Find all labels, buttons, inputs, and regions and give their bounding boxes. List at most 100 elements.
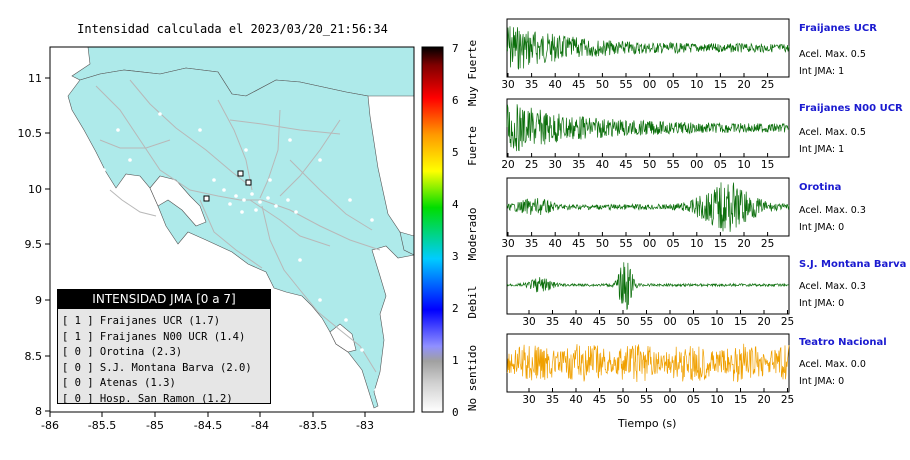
waveform-tick-label: 50 [643, 159, 656, 171]
waveform-tick-label: 40 [569, 316, 582, 328]
lon-tick: -83 [356, 419, 374, 432]
colorbar-tick: 6 [452, 94, 459, 107]
town-markers [102, 112, 378, 392]
waveform-tick-label: 05 [687, 394, 700, 406]
waveform-tick-label: 10 [737, 159, 750, 171]
waveform-trace [506, 343, 790, 383]
waveform-tick-label: 20 [757, 316, 770, 328]
waveform-tick-label: 00 [643, 238, 656, 250]
waveform-tick-label: 50 [596, 79, 609, 91]
road-network [95, 79, 381, 373]
waveform-tick-label: 25 [761, 238, 774, 250]
station-name: S.J. Montana Barva [799, 259, 907, 270]
waveform-tick-label: 35 [546, 394, 559, 406]
station-acel: Acel. Max. 0.5 [799, 49, 866, 60]
time-axis-label: Tiempo (s) [618, 417, 677, 430]
waveform-tick-label: 55 [640, 394, 653, 406]
station-int: Int JMA: 1 [799, 144, 845, 155]
colorbar-tick: 1 [452, 354, 459, 367]
station-int: Int JMA: 0 [799, 376, 845, 387]
lon-tick: -84.5 [194, 419, 222, 432]
waveform-tick-label: 35 [525, 79, 538, 91]
waveform-tick-label: 35 [525, 238, 538, 250]
waveform-trace [506, 262, 790, 310]
legend-item: [ 1 ] Fraijanes N00 UCR (1.4) [62, 330, 246, 343]
waveform-tick-label: 30 [501, 238, 514, 250]
waveform-trace [506, 26, 790, 70]
land-panama [399, 231, 414, 256]
waveform-tick-label: 05 [714, 159, 727, 171]
station-name: Teatro Nacional [799, 337, 887, 348]
legend-item: [ 0 ] Hosp. San Ramon (1.2) [62, 392, 233, 405]
waveform-trace [506, 182, 790, 232]
station-name: Orotina [799, 182, 842, 193]
waveform-tick-label: 10 [690, 79, 703, 91]
golfo-dulce [329, 323, 357, 353]
station-name: Fraijanes N00 UCR [799, 103, 903, 114]
map-axis-ticks [45, 77, 366, 417]
colorbar-tick: 4 [452, 198, 459, 211]
legend-item: [ 0 ] Orotina (2.3) [62, 346, 183, 358]
station-int: Int JMA: 0 [799, 222, 845, 233]
colorbar-tick: 5 [452, 146, 459, 159]
waveform-tick-label: 00 [643, 79, 656, 91]
waveform-tick-label: 30 [549, 159, 562, 171]
waveform-tick-label: 20 [737, 238, 750, 250]
colorbar-tick: 3 [452, 250, 459, 263]
lat-tick: 10 [28, 183, 42, 196]
waveform-tick-label: 00 [663, 316, 676, 328]
lon-tick: -86 [41, 419, 59, 432]
legend-title: INTENSIDAD JMA [0 a 7] [58, 290, 270, 309]
lon-tick: -85 [146, 419, 164, 432]
waveform-tick-label: 05 [667, 238, 680, 250]
waveform-tick-label: 25 [525, 159, 538, 171]
legend-list: [ 1 ] Fraijanes UCR (1.7) [ 1 ] Fraijane… [62, 314, 252, 407]
waveform-tick-label: 25 [781, 394, 794, 406]
waveform-tick-label: 00 [663, 394, 676, 406]
station-int: Int JMA: 0 [799, 298, 845, 309]
lon-tick: -83.5 [299, 419, 327, 432]
colorbar-label: Debil [466, 285, 479, 318]
waveform-tick-label: 30 [522, 394, 535, 406]
waveform-tick-label: 15 [761, 159, 774, 171]
waveform-tick-label: 45 [572, 238, 585, 250]
waveform-tick-label: 20 [501, 159, 514, 171]
lat-tick: 11 [28, 72, 42, 85]
waveform-tick-label: 15 [714, 79, 727, 91]
waveform-tick-label: 45 [593, 316, 606, 328]
lon-tick: -85.5 [88, 419, 116, 432]
lon-tick: -84 [251, 419, 269, 432]
waveform-tick-label: 00 [690, 159, 703, 171]
waveform-tick-label: 20 [737, 79, 750, 91]
waveform-tick-label: 55 [619, 79, 632, 91]
waveform-tick-label: 55 [667, 159, 680, 171]
station-acel: Acel. Max. 0.3 [799, 205, 866, 216]
legend-item: [ 1 ] Fraijanes UCR (1.7) [62, 315, 221, 327]
lat-tick: 9 [35, 294, 42, 307]
waveform-tick-label: 30 [501, 79, 514, 91]
station-acel: Acel. Max. 0.3 [799, 281, 866, 292]
colorbar-tick: 0 [452, 406, 459, 419]
legend-item: [ 0 ] S.J. Montana Barva (2.0) [62, 361, 252, 374]
colorbar-tick: 2 [452, 302, 459, 315]
intensity-legend: INTENSIDAD JMA [0 a 7] [ 1 ] Fraijanes U… [57, 289, 271, 407]
waveform-tick-label: 10 [710, 394, 723, 406]
waveform-tick-label: 10 [710, 316, 723, 328]
waveform-tick-label: 50 [616, 394, 629, 406]
map-title: Intensidad calculada el 2023/03/20_21:56… [77, 22, 388, 36]
colorbar-label: No sentido [466, 345, 479, 411]
station-int: Int JMA: 1 [799, 66, 845, 77]
lat-tick: 10.5 [18, 127, 43, 140]
waveform-tick-label: 50 [596, 238, 609, 250]
waveform-tick-label: 40 [596, 159, 609, 171]
station-acel: Acel. Max. 0.5 [799, 127, 866, 138]
intensity-colorbar [421, 46, 444, 413]
waveform-tick-label: 30 [522, 316, 535, 328]
waveform-tick-label: 25 [761, 79, 774, 91]
waveform-tick-label: 55 [619, 238, 632, 250]
waveform-tick-label: 05 [667, 79, 680, 91]
colorbar-label: Moderado [466, 208, 479, 261]
waveform-tick-label: 45 [572, 79, 585, 91]
station-markers [203, 170, 252, 202]
